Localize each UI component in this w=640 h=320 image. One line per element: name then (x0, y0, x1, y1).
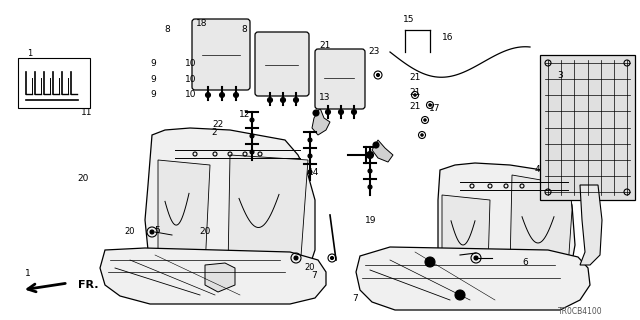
Circle shape (421, 134, 423, 136)
Text: FR.: FR. (77, 280, 99, 290)
Circle shape (308, 138, 312, 142)
Circle shape (429, 104, 431, 106)
Text: 1: 1 (25, 269, 30, 278)
Text: 21: 21 (409, 88, 420, 97)
Circle shape (268, 98, 273, 102)
Text: 11: 11 (81, 108, 92, 117)
Polygon shape (510, 175, 572, 268)
Circle shape (351, 109, 356, 115)
Text: 4: 4 (535, 165, 540, 174)
Circle shape (234, 92, 239, 98)
Circle shape (294, 98, 298, 102)
Text: 9: 9 (151, 90, 156, 99)
Text: TR0CB4100: TR0CB4100 (557, 308, 602, 316)
Polygon shape (228, 155, 308, 270)
Text: 19: 19 (365, 216, 377, 225)
Text: 21: 21 (409, 73, 420, 82)
Bar (540, 55, 635, 200)
FancyBboxPatch shape (192, 19, 250, 90)
Text: 3: 3 (557, 71, 563, 80)
Circle shape (250, 150, 254, 154)
Polygon shape (100, 248, 326, 304)
Text: 7: 7 (353, 294, 358, 303)
Polygon shape (205, 263, 235, 292)
Text: 20: 20 (125, 228, 135, 236)
Text: 20: 20 (305, 263, 316, 273)
Polygon shape (356, 247, 590, 310)
Circle shape (294, 256, 298, 260)
Text: 15: 15 (403, 15, 414, 24)
Circle shape (150, 230, 154, 234)
Text: 10: 10 (185, 60, 196, 68)
Circle shape (205, 92, 211, 98)
Bar (18, 58, 90, 108)
Polygon shape (580, 185, 602, 265)
Text: 18: 18 (196, 19, 207, 28)
Circle shape (367, 151, 374, 158)
Polygon shape (145, 128, 315, 272)
Circle shape (339, 109, 344, 115)
Circle shape (474, 256, 478, 260)
Text: 20: 20 (77, 174, 89, 183)
Text: 9: 9 (151, 75, 156, 84)
Text: 20: 20 (199, 228, 211, 236)
Circle shape (250, 134, 254, 138)
FancyBboxPatch shape (315, 49, 365, 109)
Text: 13: 13 (319, 93, 331, 102)
Circle shape (313, 110, 319, 116)
Text: 22: 22 (212, 120, 223, 129)
Text: 16: 16 (442, 33, 454, 42)
Text: 14: 14 (308, 168, 319, 177)
Circle shape (308, 170, 312, 174)
Circle shape (425, 257, 435, 267)
Text: 12: 12 (239, 110, 250, 119)
Text: 8: 8 (165, 25, 170, 34)
Text: 21: 21 (409, 102, 420, 111)
Polygon shape (442, 195, 490, 268)
Text: 23: 23 (369, 47, 380, 56)
Circle shape (373, 142, 379, 148)
Circle shape (368, 185, 372, 189)
Circle shape (220, 92, 225, 98)
Circle shape (330, 257, 333, 260)
Text: 8: 8 (242, 25, 247, 34)
Text: 10: 10 (185, 75, 196, 84)
Circle shape (455, 290, 465, 300)
Circle shape (280, 98, 285, 102)
Text: 5: 5 (154, 226, 159, 235)
Circle shape (308, 154, 312, 158)
Circle shape (326, 109, 330, 115)
Polygon shape (372, 140, 393, 162)
Circle shape (376, 74, 380, 76)
Circle shape (424, 119, 426, 121)
Polygon shape (438, 163, 575, 272)
Polygon shape (312, 108, 330, 135)
Text: 17: 17 (429, 104, 441, 113)
Circle shape (368, 153, 372, 157)
Text: 2: 2 (212, 128, 217, 137)
Text: 1: 1 (28, 49, 33, 58)
Text: 9: 9 (151, 60, 156, 68)
Text: 6: 6 (522, 258, 527, 267)
Text: 10: 10 (185, 90, 196, 99)
Circle shape (250, 118, 254, 122)
Text: 7: 7 (311, 271, 316, 280)
Circle shape (368, 169, 372, 173)
Text: 21: 21 (319, 41, 331, 50)
Circle shape (414, 94, 416, 96)
Polygon shape (158, 160, 210, 268)
FancyBboxPatch shape (255, 32, 309, 96)
